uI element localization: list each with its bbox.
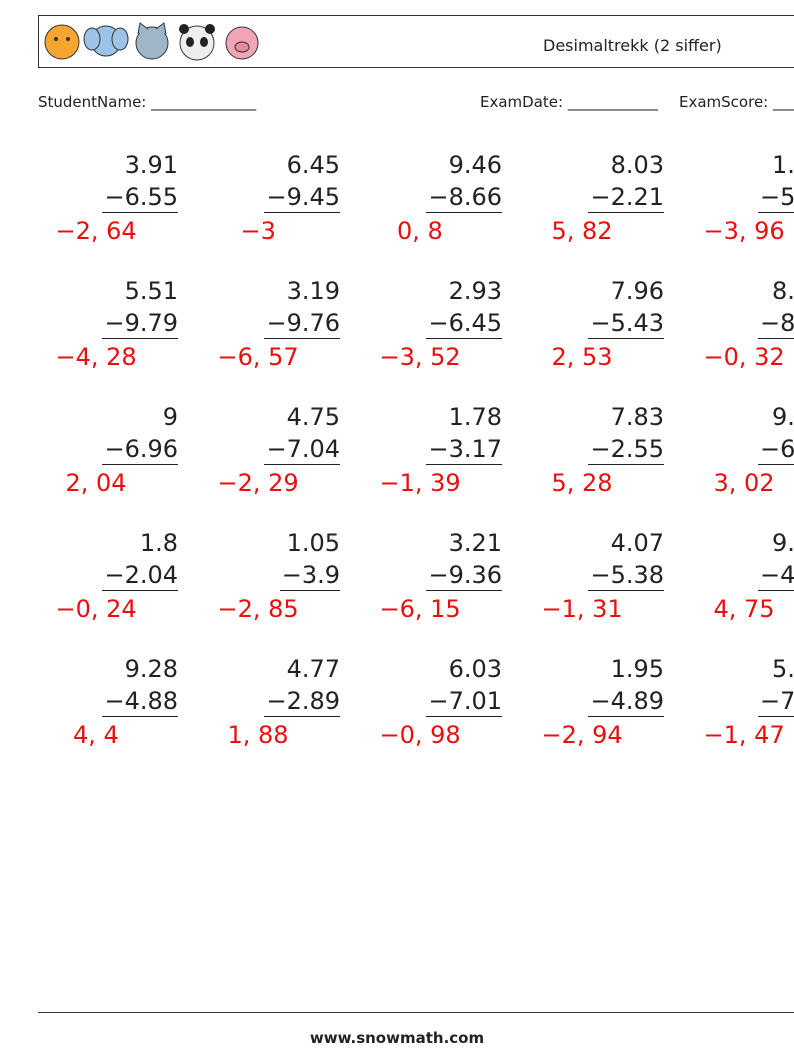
- answer: 5, 82: [551, 217, 613, 245]
- answer: −4, 28: [55, 343, 137, 371]
- minuend: 8.03: [610, 151, 664, 179]
- subtrahend: −6.96: [102, 435, 178, 465]
- answer: −2, 29: [217, 469, 299, 497]
- subtrahend: −3.9: [279, 561, 340, 591]
- footer-url: www.snowmath.com: [309, 1029, 485, 1047]
- minuend: 1.: [772, 151, 794, 179]
- subtrahend: −9.76: [264, 309, 340, 339]
- answer: −2, 64: [55, 217, 137, 245]
- subtrahend: −9.79: [102, 309, 178, 339]
- minuend: 4.07: [610, 529, 664, 557]
- minuend: 7.96: [610, 277, 664, 305]
- student-name-field: StudentName: ______________: [38, 93, 257, 111]
- answer: −0, 32: [703, 343, 785, 371]
- subtrahend: −2.21: [588, 183, 664, 213]
- minuend: 9: [162, 403, 178, 431]
- subtrahend: −5.38: [588, 561, 664, 591]
- answer: 4, 75: [713, 595, 775, 623]
- exam-score-field: ExamScore: ___: [679, 93, 794, 111]
- subtrahend: −7.04: [264, 435, 340, 465]
- subtrahend: −2.89: [264, 687, 340, 717]
- subtrahend: −9.36: [426, 561, 502, 591]
- minuend: 4.75: [286, 403, 340, 431]
- answer: 2, 53: [551, 343, 613, 371]
- answer: 2, 04: [65, 469, 127, 497]
- minuend: 4.77: [286, 655, 340, 683]
- minuend: 1.05: [286, 529, 340, 557]
- minuend: 8.: [772, 277, 794, 305]
- answer: −3: [240, 217, 276, 245]
- subtrahend: −9.45: [264, 183, 340, 213]
- answer: −6, 57: [217, 343, 299, 371]
- subtrahend: −6.55: [102, 183, 178, 213]
- subtrahend: −2.55: [588, 435, 664, 465]
- minuend: 5.51: [124, 277, 178, 305]
- minuend: 9.28: [124, 655, 178, 683]
- answer: 0, 8: [397, 217, 443, 245]
- animal-icons: [44, 22, 259, 61]
- exam-date-field: ExamDate: ____________: [480, 93, 658, 111]
- footer-line: [38, 1012, 794, 1013]
- answer: −2, 94: [541, 721, 623, 749]
- header-box: [38, 15, 794, 68]
- answer: 1, 88: [227, 721, 289, 749]
- subtrahend: −4.6: [758, 560, 794, 591]
- minuend: 6.45: [286, 151, 340, 179]
- answer: −2, 85: [217, 595, 299, 623]
- answer: −1, 31: [541, 595, 623, 623]
- minuend: 1.95: [610, 655, 664, 683]
- subtrahend: −2.04: [102, 561, 178, 591]
- answer: −0, 98: [379, 721, 461, 749]
- subtrahend: −7.: [758, 686, 794, 717]
- minuend: 1.78: [448, 403, 502, 431]
- minuend: 6.03: [448, 655, 502, 683]
- subtrahend: −4.89: [588, 687, 664, 717]
- minuend: 3.21: [448, 529, 502, 557]
- answer: −1, 39: [379, 469, 461, 497]
- subtrahend: −8.66: [426, 183, 502, 213]
- answer: 3, 02: [713, 469, 775, 497]
- subtrahend: −6.45: [426, 309, 502, 339]
- minuend: 5.: [772, 655, 794, 683]
- minuend: 9.5: [772, 403, 794, 431]
- answer: −6, 15: [379, 595, 461, 623]
- answer: −3, 96: [703, 217, 785, 245]
- answer: 4, 4: [73, 721, 119, 749]
- minuend: 3.19: [286, 277, 340, 305]
- minuend: 9.46: [448, 151, 502, 179]
- answer: 5, 28: [551, 469, 613, 497]
- subtrahend: −5.43: [588, 309, 664, 339]
- minuend: 1.8: [139, 529, 178, 557]
- minuend: 7.83: [610, 403, 664, 431]
- answer: −0, 24: [55, 595, 137, 623]
- subtrahend: −8.: [758, 308, 794, 339]
- minuend: 3.91: [124, 151, 178, 179]
- subtrahend: −3.17: [426, 435, 502, 465]
- answer: −1, 47: [703, 721, 785, 749]
- minuend: 2.93: [448, 277, 502, 305]
- subtrahend: −6.5: [758, 434, 794, 465]
- title: Desimaltrekk (2 siffer): [543, 36, 722, 55]
- answer: −3, 52: [379, 343, 461, 371]
- subtrahend: −5.: [758, 182, 794, 213]
- subtrahend: −4.88: [102, 687, 178, 717]
- subtrahend: −7.01: [426, 687, 502, 717]
- minuend: 9.4: [772, 529, 794, 557]
